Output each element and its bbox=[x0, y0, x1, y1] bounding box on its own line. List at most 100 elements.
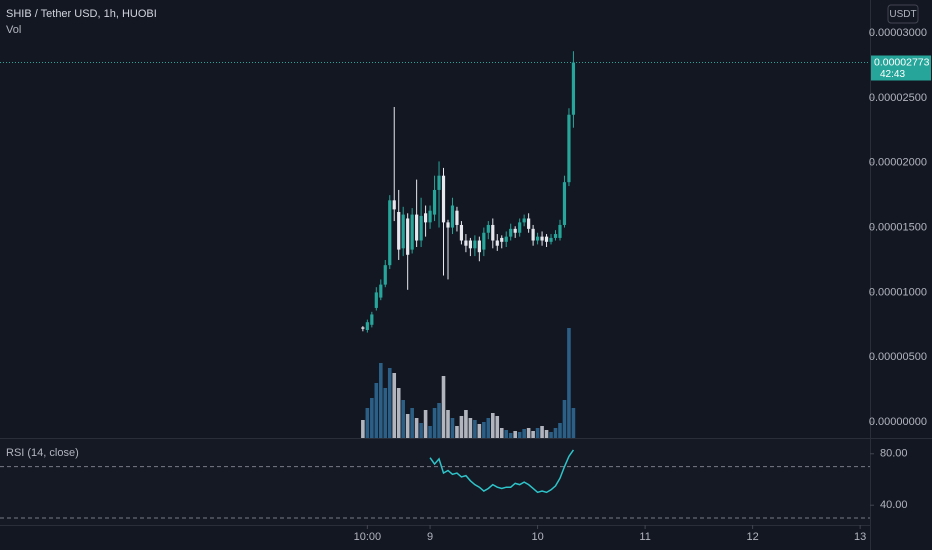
candle-body bbox=[567, 114, 571, 183]
volume-title: Vol bbox=[6, 24, 21, 36]
volume-bar bbox=[477, 424, 482, 438]
candle-body bbox=[513, 228, 517, 233]
candle-body bbox=[544, 236, 549, 242]
volume-bar bbox=[531, 431, 535, 438]
volume-bar bbox=[365, 408, 370, 438]
volume-bar bbox=[450, 418, 455, 438]
candle-body bbox=[459, 224, 464, 241]
candle-body bbox=[531, 228, 535, 241]
candle-body bbox=[365, 322, 369, 330]
volume-bar bbox=[383, 388, 388, 438]
candle-body bbox=[553, 234, 558, 238]
volume-bar bbox=[544, 430, 549, 438]
volume-bar bbox=[508, 433, 513, 438]
x-tick-label: 11 bbox=[639, 531, 650, 543]
volume-bar bbox=[482, 422, 486, 438]
volume-bar bbox=[567, 328, 571, 438]
candle-body bbox=[549, 237, 553, 242]
volume-bar bbox=[378, 363, 383, 438]
y-tick-label: 0.00000000 bbox=[869, 416, 927, 428]
x-tick-label: 13 bbox=[854, 531, 866, 543]
candle-body bbox=[410, 214, 414, 250]
volume-bar bbox=[437, 403, 441, 438]
y-tick-label: 0.00003000 bbox=[869, 27, 927, 39]
rsi-line bbox=[429, 449, 575, 494]
candle-body bbox=[432, 189, 437, 215]
candle-body bbox=[500, 237, 504, 242]
volume-bar bbox=[535, 428, 540, 438]
candle-body bbox=[473, 240, 477, 249]
y-tick-label: 0.00001000 bbox=[869, 286, 927, 298]
candle-body bbox=[571, 62, 576, 115]
candle-body bbox=[361, 327, 365, 329]
candle-body bbox=[455, 210, 459, 225]
candle-body bbox=[428, 210, 432, 223]
candle-body bbox=[527, 218, 531, 229]
volume-bar bbox=[490, 413, 495, 438]
currency[interactable]: USDT bbox=[889, 9, 916, 20]
volume-bar bbox=[526, 428, 531, 438]
volume-bar bbox=[432, 408, 437, 438]
volume-bar bbox=[410, 408, 414, 438]
candle-body bbox=[388, 200, 392, 266]
last-price-label: 0.00002773 bbox=[874, 56, 930, 68]
volume-bar bbox=[553, 428, 558, 438]
x-tick-label: 10:00 bbox=[354, 531, 382, 543]
volume-bar bbox=[571, 408, 576, 438]
volume-bar bbox=[414, 418, 419, 438]
volume-bar bbox=[370, 398, 374, 438]
currency-box[interactable] bbox=[887, 4, 919, 24]
volume-bar bbox=[441, 376, 446, 438]
volume-bar bbox=[387, 368, 392, 438]
volume-bar bbox=[504, 430, 509, 438]
volume-bar bbox=[401, 400, 405, 438]
candle-body bbox=[495, 240, 499, 246]
volume-bar bbox=[446, 410, 450, 438]
volume-bar bbox=[513, 431, 517, 438]
volume-bar bbox=[405, 414, 410, 438]
candle-body bbox=[383, 265, 387, 285]
y-tick-label: 0.00002000 bbox=[869, 157, 927, 169]
candle-body bbox=[437, 175, 441, 190]
volume-bar bbox=[486, 418, 491, 438]
volume-bar bbox=[361, 420, 365, 438]
y-tick-label: 80.00 bbox=[880, 448, 908, 460]
candle-body bbox=[370, 314, 374, 325]
candle-body bbox=[392, 200, 396, 210]
candle-body bbox=[406, 218, 410, 255]
y-tick-label: 40.00 bbox=[880, 499, 908, 511]
y-tick-label: 0.00002500 bbox=[869, 92, 927, 104]
volume-bar bbox=[459, 416, 464, 438]
volume-bar bbox=[558, 423, 562, 438]
x-tick-label: 10 bbox=[531, 531, 543, 543]
y-tick-label: 0.00000500 bbox=[869, 351, 927, 363]
candle-body bbox=[486, 224, 490, 233]
volume-bar bbox=[392, 373, 397, 438]
volume-bar bbox=[499, 428, 504, 438]
candle-body bbox=[482, 232, 486, 250]
candle-body bbox=[419, 215, 423, 241]
volume-bar bbox=[428, 426, 432, 438]
candle-body bbox=[446, 222, 450, 228]
last-price-box bbox=[871, 55, 931, 81]
volume-bar bbox=[495, 416, 500, 438]
candle-body bbox=[535, 236, 540, 241]
volume-bar bbox=[455, 426, 459, 438]
candle-body bbox=[464, 240, 468, 246]
candle-body bbox=[477, 240, 481, 253]
candle-body bbox=[401, 214, 405, 249]
candle-body bbox=[415, 214, 419, 241]
volume-bar bbox=[468, 418, 473, 438]
volume-bar bbox=[396, 388, 401, 438]
volume-bar bbox=[517, 432, 522, 438]
volume-bar bbox=[522, 429, 526, 438]
candle-body bbox=[450, 205, 455, 228]
candle-body bbox=[423, 213, 428, 223]
candle-body bbox=[374, 292, 378, 308]
volume-bar bbox=[419, 423, 423, 438]
candle-body bbox=[518, 222, 522, 233]
candle-body bbox=[441, 175, 446, 223]
x-tick-label: 12 bbox=[747, 531, 759, 543]
volume-bar bbox=[473, 420, 477, 438]
candle-body bbox=[504, 236, 508, 242]
